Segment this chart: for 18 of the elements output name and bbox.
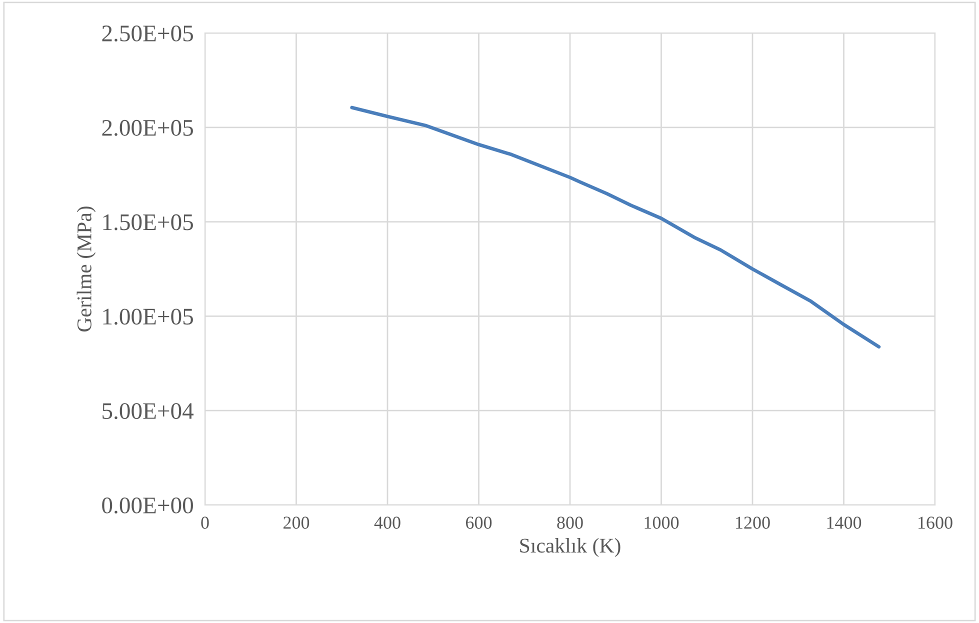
- x-tick-label: 600: [466, 516, 492, 529]
- x-tick-label: 400: [374, 516, 400, 529]
- x-tick-label: 1200: [736, 516, 770, 529]
- x-tick-label: 200: [284, 516, 310, 529]
- y-axis-title: Gerilme (MPa): [76, 206, 96, 332]
- y-tick-label: 1.50E+05: [103, 214, 193, 230]
- x-axis-title: Sıcaklık (K): [520, 538, 620, 557]
- line-series: [350, 106, 881, 349]
- x-tick-label: 1000: [644, 516, 679, 529]
- x-tick-label: 800: [557, 516, 583, 529]
- x-tick-label: 1400: [827, 516, 862, 529]
- y-tick-label: 2.50E+05: [102, 25, 193, 42]
- y-tick-label: 1.00E+05: [103, 308, 193, 325]
- x-tick-label: 0: [201, 516, 209, 529]
- y-tick-label: 0.00E+00: [102, 497, 193, 514]
- y-tick-label: 2.00E+05: [102, 120, 193, 136]
- y-tick-label: 5.00E+04: [102, 403, 194, 420]
- x-tick-label: 1600: [918, 516, 952, 529]
